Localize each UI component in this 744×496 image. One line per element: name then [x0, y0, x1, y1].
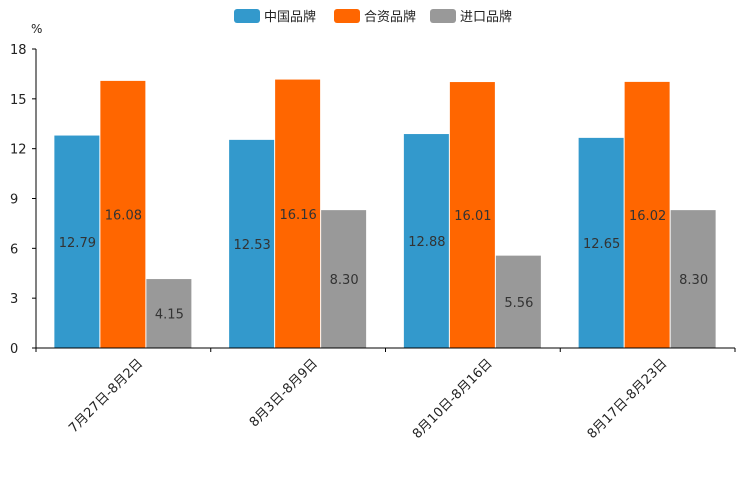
bar [54, 135, 100, 348]
bar [146, 279, 192, 348]
y-axis-unit: % [31, 22, 42, 36]
bar [403, 134, 449, 348]
legend-swatch [234, 9, 260, 23]
bar [229, 139, 275, 348]
legend-item[interactable]: 中国品牌 [234, 9, 316, 25]
bar-value-label: 12.53 [234, 238, 271, 253]
bars-group: 12.79 12.53 12.88 12.65 16.08 16.16 16.01 16.02… [54, 79, 716, 348]
bar-value-label: 5.56 [504, 296, 533, 311]
y-tick-label: 0 [10, 342, 18, 357]
bar-value-label: 12.79 [59, 236, 96, 251]
bar-value-label: 16.01 [454, 209, 491, 224]
y-axis: 0 3 6 9 12 15 18 [10, 43, 37, 357]
legend-label: 中国品牌 [264, 9, 316, 25]
legend-item[interactable]: 进口品牌 [430, 9, 512, 25]
bar [495, 255, 541, 348]
bar-value-label: 16.02 [629, 209, 666, 224]
bar-value-label: 4.15 [155, 308, 184, 323]
legend-item[interactable]: 合资品牌 [334, 9, 416, 25]
bar-value-label: 12.65 [583, 237, 620, 252]
x-category-label: 8月17日-8月23日 [585, 356, 671, 442]
bar [100, 80, 146, 348]
bar-value-label: 8.30 [330, 273, 359, 288]
legend-label: 进口品牌 [460, 9, 512, 25]
y-tick-label: 12 [10, 143, 27, 158]
x-category-label: 8月3日-8月9日 [247, 356, 321, 430]
y-tick-label: 6 [10, 242, 18, 257]
legend-label: 合资品牌 [364, 9, 416, 25]
bar-value-label: 16.16 [280, 208, 317, 223]
bar [275, 79, 321, 348]
bar [578, 137, 624, 348]
bar [449, 82, 495, 348]
bar-value-label: 8.30 [679, 273, 708, 288]
x-axis: 7月27日-8月2日 8月3日-8月9日 8月10日-8月16日 8月17日-8月23… [35, 347, 736, 442]
bar-value-label: 12.88 [408, 235, 445, 250]
legend: 中国品牌 合资品牌 进口品牌 [234, 9, 512, 25]
y-tick-label: 9 [10, 193, 18, 208]
bar [670, 210, 716, 348]
x-category-label: 8月10日-8月16日 [410, 356, 496, 442]
x-category-label: 7月27日-8月2日 [66, 356, 146, 436]
bar [624, 81, 670, 348]
bar-value-label: 16.08 [105, 208, 142, 223]
y-tick-label: 15 [10, 93, 27, 108]
legend-swatch [430, 9, 456, 23]
y-tick-label: 3 [10, 292, 18, 307]
bar [321, 210, 367, 348]
y-tick-label: 18 [10, 43, 27, 58]
legend-swatch [334, 9, 360, 23]
